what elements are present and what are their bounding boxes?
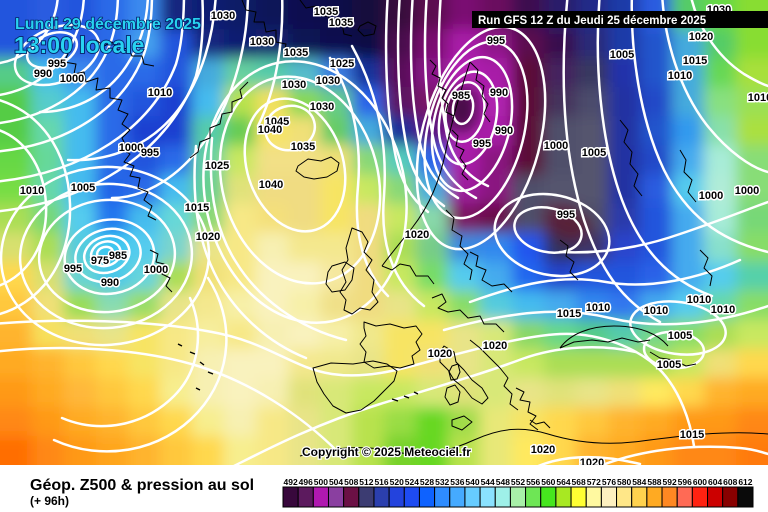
svg-text:995: 995 — [48, 58, 66, 70]
svg-text:584: 584 — [632, 477, 646, 487]
svg-text:1010: 1010 — [748, 92, 768, 104]
svg-text:496: 496 — [299, 477, 313, 487]
svg-text:568: 568 — [572, 477, 586, 487]
svg-text:1010: 1010 — [711, 304, 735, 316]
svg-text:572: 572 — [587, 477, 601, 487]
svg-text:1005: 1005 — [668, 330, 692, 342]
svg-text:544: 544 — [481, 477, 495, 487]
svg-text:1035: 1035 — [314, 6, 338, 18]
svg-text:1010: 1010 — [20, 185, 44, 197]
svg-text:1010: 1010 — [668, 70, 692, 82]
svg-text:612: 612 — [738, 477, 752, 487]
svg-text:1015: 1015 — [680, 429, 704, 441]
svg-text:540: 540 — [465, 477, 479, 487]
svg-text:1020: 1020 — [689, 31, 713, 43]
svg-text:1035: 1035 — [291, 141, 315, 153]
svg-text:1000: 1000 — [119, 142, 143, 154]
svg-text:1025: 1025 — [205, 160, 229, 172]
svg-text:Lundi 29 décembre 2025: Lundi 29 décembre 2025 — [15, 16, 201, 33]
svg-text:1005: 1005 — [71, 182, 95, 194]
svg-text:990: 990 — [101, 277, 119, 289]
svg-text:1045: 1045 — [265, 116, 289, 128]
svg-text:1040: 1040 — [259, 179, 283, 191]
svg-text:1020: 1020 — [483, 340, 507, 352]
svg-text:995: 995 — [141, 147, 159, 159]
svg-text:1020: 1020 — [531, 444, 555, 456]
svg-text:528: 528 — [420, 477, 434, 487]
svg-text:1000: 1000 — [144, 264, 168, 276]
svg-text:1020: 1020 — [580, 457, 604, 469]
svg-text:990: 990 — [490, 87, 508, 99]
svg-text:556: 556 — [526, 477, 540, 487]
svg-text:588: 588 — [647, 477, 661, 487]
svg-text:1035: 1035 — [284, 47, 308, 59]
svg-text:536: 536 — [450, 477, 464, 487]
svg-text:1030: 1030 — [282, 79, 306, 91]
svg-text:1000: 1000 — [60, 73, 84, 85]
svg-text:1000: 1000 — [699, 190, 723, 202]
svg-text:995: 995 — [64, 263, 82, 275]
svg-text:975: 975 — [91, 255, 109, 267]
svg-text:1000: 1000 — [735, 185, 759, 197]
svg-text:576: 576 — [602, 477, 616, 487]
svg-text:592: 592 — [663, 477, 677, 487]
svg-text:548: 548 — [496, 477, 510, 487]
svg-text:1005: 1005 — [610, 49, 634, 61]
svg-text:1015: 1015 — [185, 202, 209, 214]
svg-text:516: 516 — [374, 477, 388, 487]
svg-text:1000: 1000 — [544, 140, 568, 152]
svg-text:600: 600 — [693, 477, 707, 487]
svg-text:1010: 1010 — [687, 294, 711, 306]
svg-text:1030: 1030 — [316, 75, 340, 87]
svg-text:1005: 1005 — [657, 359, 681, 371]
svg-text:608: 608 — [723, 477, 737, 487]
svg-text:1010: 1010 — [644, 305, 668, 317]
svg-text:990: 990 — [495, 125, 513, 137]
svg-text:520: 520 — [390, 477, 404, 487]
svg-text:1025: 1025 — [330, 58, 354, 70]
svg-text:532: 532 — [435, 477, 449, 487]
svg-text:492: 492 — [283, 477, 297, 487]
svg-text:596: 596 — [678, 477, 692, 487]
svg-text:1035: 1035 — [329, 17, 353, 29]
svg-text:604: 604 — [708, 477, 722, 487]
svg-text:504: 504 — [329, 477, 343, 487]
svg-text:Copyright © 2025 Meteociel.fr: Copyright © 2025 Meteociel.fr — [302, 445, 471, 459]
svg-text:995: 995 — [473, 138, 491, 150]
svg-text:13:00 locale: 13:00 locale — [14, 32, 144, 58]
svg-text:580: 580 — [617, 477, 631, 487]
svg-text:552: 552 — [511, 477, 525, 487]
svg-text:Run GFS 12 Z du Jeudi 25 décem: Run GFS 12 Z du Jeudi 25 décembre 2025 — [478, 15, 707, 27]
svg-text:990: 990 — [34, 68, 52, 80]
svg-text:508: 508 — [344, 477, 358, 487]
svg-text:1005: 1005 — [582, 147, 606, 159]
svg-text:1020: 1020 — [405, 229, 429, 241]
svg-text:985: 985 — [109, 250, 127, 262]
svg-text:1020: 1020 — [428, 348, 452, 360]
svg-text:1030: 1030 — [211, 10, 235, 22]
svg-text:1010: 1010 — [586, 302, 610, 314]
svg-text:985: 985 — [452, 90, 470, 102]
svg-text:500: 500 — [314, 477, 328, 487]
svg-text:(+ 96h): (+ 96h) — [30, 494, 69, 508]
svg-text:1010: 1010 — [148, 87, 172, 99]
svg-text:Géop. Z500 & pression au sol: Géop. Z500 & pression au sol — [30, 477, 254, 494]
svg-text:512: 512 — [359, 477, 373, 487]
svg-text:995: 995 — [557, 209, 575, 221]
svg-text:995: 995 — [487, 35, 505, 47]
svg-text:524: 524 — [405, 477, 419, 487]
svg-text:564: 564 — [556, 477, 570, 487]
svg-text:1020: 1020 — [196, 231, 220, 243]
svg-text:1015: 1015 — [557, 308, 581, 320]
svg-text:1030: 1030 — [310, 101, 334, 113]
svg-text:1030: 1030 — [250, 36, 274, 48]
svg-text:1015: 1015 — [683, 55, 707, 67]
svg-text:1040: 1040 — [258, 124, 282, 136]
svg-text:560: 560 — [541, 477, 555, 487]
